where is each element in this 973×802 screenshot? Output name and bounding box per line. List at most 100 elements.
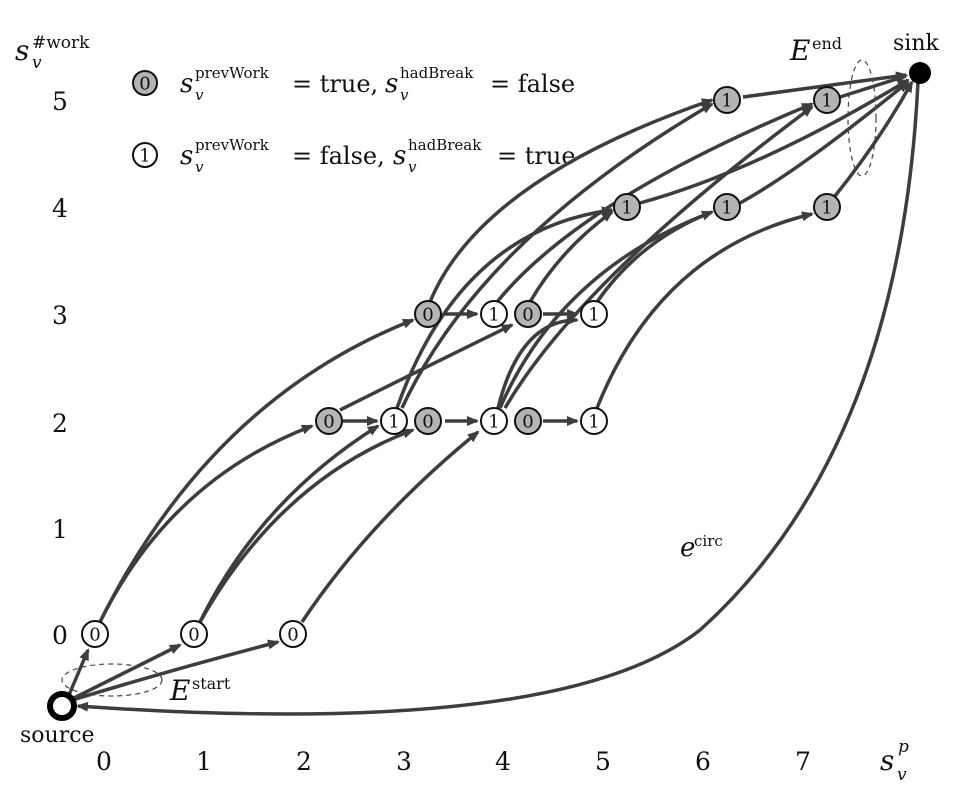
- svg-text:E: E: [169, 674, 190, 707]
- svg-text:1: 1: [821, 198, 832, 219]
- svg-text:v: v: [408, 158, 417, 176]
- nodes: source sink 0 0 0 0 1 0 1 0 1 0 1 0 1 1 …: [20, 31, 939, 748]
- e-end-ellipse: [847, 59, 877, 177]
- x-tick: 6: [695, 747, 711, 776]
- edge: [595, 210, 714, 303]
- svg-text:0: 0: [522, 305, 533, 326]
- state-node: 0: [414, 300, 442, 328]
- gray-node-swatch: [132, 70, 158, 96]
- y-tick: 3: [52, 301, 68, 330]
- x-tick: 1: [196, 747, 212, 776]
- state-node: 0: [279, 620, 307, 648]
- svg-text:0: 0: [522, 412, 533, 433]
- x-axis-ticks: 0 1 2 3 4 5 6 7: [96, 747, 811, 776]
- svg-text:1: 1: [621, 198, 632, 219]
- svg-text:= false,: = false,: [292, 142, 385, 170]
- svg-text:end: end: [812, 34, 842, 53]
- sink-node: [909, 62, 931, 84]
- edge: [339, 323, 514, 412]
- state-node: 1: [480, 407, 508, 435]
- edge: [395, 206, 614, 409]
- y-tick: 1: [52, 515, 68, 544]
- edge: [503, 105, 814, 409]
- edge: [833, 80, 914, 198]
- svg-text:start: start: [192, 674, 231, 693]
- source-label: source: [20, 723, 95, 748]
- edge: [300, 430, 480, 623]
- svg-text:v: v: [400, 86, 409, 104]
- svg-text:0: 0: [422, 305, 433, 326]
- svg-text:0: 0: [188, 625, 199, 646]
- x-tick: 2: [296, 747, 312, 776]
- svg-text:s: s: [393, 141, 406, 171]
- svg-text:s: s: [180, 141, 193, 171]
- svg-text:#work: #work: [32, 33, 90, 53]
- legend-gray-entry: 0 s v prevWork = true, s v hadBreak = fa…: [132, 64, 575, 104]
- x-tick: 7: [795, 747, 811, 776]
- y-axis-title: s #work v: [15, 33, 90, 73]
- svg-text:v: v: [32, 53, 42, 73]
- y-tick: 0: [52, 621, 68, 650]
- y-axis-ticks: 0 1 2 3 4 5: [52, 87, 68, 650]
- state-node: 0: [514, 300, 542, 328]
- svg-text:s: s: [180, 69, 193, 99]
- y-tick: 4: [52, 194, 68, 223]
- sink-label: sink: [893, 31, 939, 56]
- svg-text:1: 1: [721, 91, 732, 112]
- edge: [639, 78, 910, 205]
- e-start-ellipse: [61, 663, 163, 697]
- svg-text:1: 1: [588, 412, 599, 433]
- svg-text:s: s: [880, 744, 894, 777]
- state-node: 1: [813, 86, 841, 114]
- edge: [742, 71, 908, 99]
- edge: [496, 315, 579, 409]
- svg-text:= true,: = true,: [292, 70, 378, 98]
- svg-text:0: 0: [287, 625, 298, 646]
- svg-text:1: 1: [821, 91, 832, 112]
- edge: [198, 428, 415, 623]
- edge: [739, 80, 910, 205]
- svg-text:e: e: [680, 533, 695, 563]
- svg-text:1: 1: [488, 305, 499, 326]
- source-node: [47, 691, 77, 721]
- svg-text:prevWork: prevWork: [195, 64, 270, 82]
- edge: [839, 74, 908, 99]
- y-tick: 5: [52, 87, 68, 116]
- svg-text:0: 0: [323, 412, 334, 433]
- y-tick: 2: [52, 409, 68, 438]
- state-node: 1: [580, 407, 608, 435]
- svg-text:1: 1: [139, 146, 150, 167]
- svg-text:0: 0: [139, 74, 150, 95]
- edge: [198, 424, 380, 623]
- edge: [400, 102, 714, 409]
- svg-text:circ: circ: [694, 532, 723, 550]
- state-node: 1: [580, 300, 608, 328]
- svg-text:1: 1: [488, 412, 499, 433]
- state-node: 0: [81, 620, 109, 648]
- legend: 0 s v prevWork = true, s v hadBreak = fa…: [132, 64, 576, 176]
- state-node: 1: [613, 193, 641, 221]
- svg-text:= false: = false: [490, 70, 575, 98]
- svg-text:v: v: [897, 765, 907, 785]
- svg-text:0: 0: [89, 625, 100, 646]
- state-node: 1: [480, 300, 508, 328]
- svg-text:v: v: [195, 86, 204, 104]
- svg-text:p: p: [898, 737, 909, 757]
- svg-text:0: 0: [422, 412, 433, 433]
- state-node: 0: [414, 407, 442, 435]
- svg-text:hadBreak: hadBreak: [408, 136, 482, 154]
- svg-text:s: s: [15, 34, 29, 67]
- state-node: 1: [380, 407, 408, 435]
- x-tick: 5: [595, 747, 611, 776]
- state-node: 0: [180, 620, 208, 648]
- edge: [65, 643, 182, 704]
- state-node: 0: [315, 407, 343, 435]
- svg-text:prevWork: prevWork: [195, 136, 270, 154]
- edge: [428, 98, 714, 303]
- svg-text:v: v: [195, 158, 204, 176]
- legend-white-entry: 1 s v prevWork = false, s v hadBreak = t…: [132, 136, 576, 176]
- svg-text:E: E: [789, 34, 810, 67]
- state-node: 1: [713, 86, 741, 114]
- x-tick: 4: [495, 747, 511, 776]
- x-tick: 3: [396, 747, 412, 776]
